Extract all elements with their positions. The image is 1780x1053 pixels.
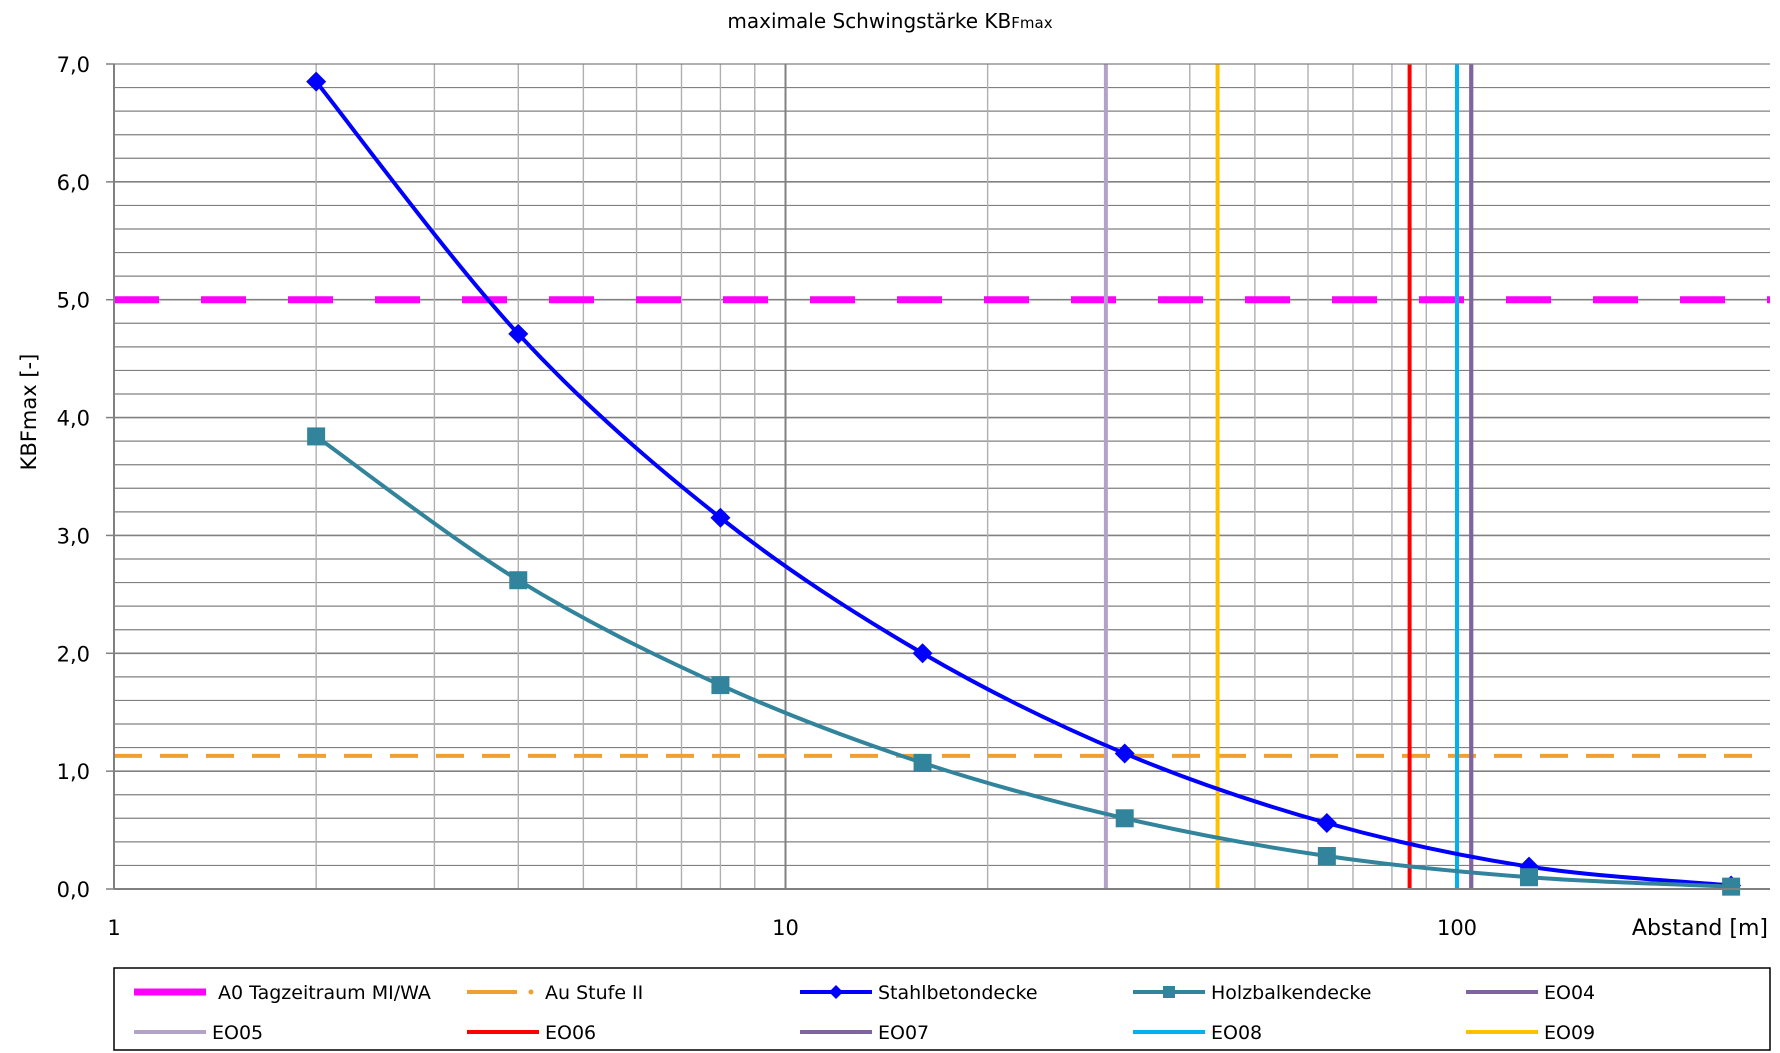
legend-item: EO04	[1466, 982, 1595, 1004]
y-tick-label: 4,0	[57, 407, 90, 431]
legend-label: EO04	[1544, 982, 1595, 1004]
legend-item: Holzbalkendecke	[1133, 982, 1371, 1004]
x-tick-label: 1	[107, 916, 120, 940]
series-stahlbetondecke-point	[1316, 813, 1337, 833]
series-holzbalkendecke-point	[1519, 868, 1538, 887]
series-stahlbetondecke-point	[306, 71, 327, 92]
y-tick-label: 5,0	[57, 289, 90, 313]
legend-label: Holzbalkendecke	[1211, 982, 1371, 1004]
y-tick-label: 1,0	[57, 760, 90, 784]
series-stahlbetondecke-point	[710, 507, 731, 528]
series-stahlbetondecke-point	[1114, 743, 1135, 764]
series-holzbalkendecke-point	[1317, 847, 1336, 865]
legend-swatch-dot	[528, 989, 534, 995]
y-tick-label: 3,0	[57, 524, 90, 548]
legend-label: A0 Tagzeitraum MI/WA	[218, 982, 431, 1004]
legend: A0 Tagzeitraum MI/WA Au Stufe II Stahlbeto…	[113, 967, 1771, 1051]
series-holzbalkendecke-line	[314, 434, 1732, 889]
y-tick-label: 6,0	[57, 171, 90, 195]
legend-item: A0 Tagzeitraum MI/WA	[134, 982, 431, 1004]
plot-lines	[114, 64, 1770, 896]
legend-item: EO07	[800, 1022, 929, 1044]
chart-title-sub: Fmax	[1011, 14, 1052, 32]
legend-label: Stahlbetondecke	[878, 982, 1038, 1004]
legend-label: EO06	[545, 1022, 596, 1044]
y-tick-label: 7,0	[57, 53, 90, 77]
series-stahlbetondecke-point	[508, 323, 529, 344]
legend-box	[113, 967, 1771, 1051]
series-holzbalkendecke-point	[1115, 809, 1134, 828]
grid	[114, 64, 1770, 889]
series-stahlbetondecke-line	[314, 80, 1732, 888]
x-axis-label: Abstand [m]	[1632, 916, 1768, 941]
series-holzbalkendecke-point	[711, 676, 730, 695]
legend-item: EO05	[134, 1022, 263, 1044]
legend-item: EO06	[467, 1022, 596, 1044]
legend-label: Au Stufe II	[545, 982, 643, 1004]
chart-title: maximale Schwingstärke KBFmax	[727, 9, 1052, 33]
legend-marker	[1163, 986, 1175, 998]
legend-item: EO08	[1133, 1022, 1262, 1044]
legend-label: EO05	[212, 1022, 263, 1044]
series-holzbalkendecke-point	[509, 571, 528, 590]
y-axis-label: KBFmax [-]	[17, 354, 41, 471]
legend-label: EO08	[1211, 1022, 1262, 1044]
legend-item: Au Stufe II	[467, 982, 643, 1004]
x-tick-label: 100	[1437, 916, 1477, 940]
x-tick-label: 10	[772, 916, 799, 940]
chart-title-main: maximale Schwingstärke KB	[727, 9, 1011, 33]
legend-marker	[829, 985, 843, 999]
axes: 0,0 1,0 2,0 3,0 4,0 5,0 6,0 7,0 1 10 100	[57, 53, 1770, 940]
series-stahlbetondecke-point	[912, 643, 933, 664]
legend-label: EO07	[878, 1022, 929, 1044]
legend-label: EO09	[1544, 1022, 1595, 1044]
series-holzbalkendecke-point	[307, 427, 326, 446]
y-tick-label: 2,0	[57, 642, 90, 666]
legend-item: Stahlbetondecke	[800, 982, 1038, 1004]
legend-item: EO09	[1466, 1022, 1595, 1044]
series-holzbalkendecke-point	[1722, 877, 1741, 896]
y-tick-label: 0,0	[57, 878, 90, 902]
series-holzbalkendecke-point	[913, 753, 932, 772]
